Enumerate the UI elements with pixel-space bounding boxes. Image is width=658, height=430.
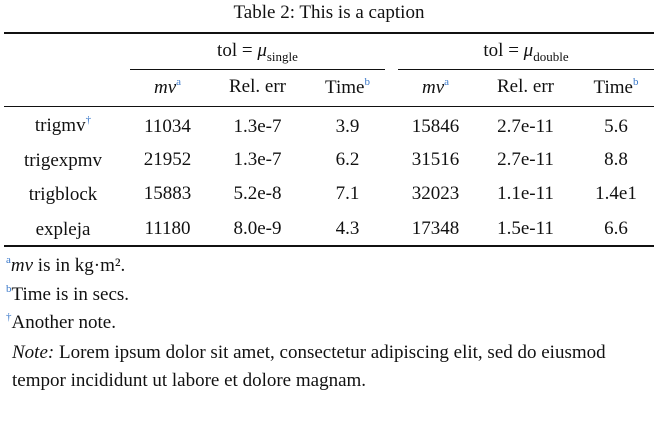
- group-rule-single: [130, 69, 385, 70]
- col-header-time-single: Timeb: [310, 76, 385, 99]
- col-header-relerr-single: Rel. err: [229, 76, 286, 97]
- cell-mv-single: 15883: [143, 183, 192, 204]
- cell-mv-single: 11034: [144, 116, 191, 137]
- cell-relerr-single: 5.2e-8: [233, 183, 282, 204]
- cell-time-single: 6.2: [335, 149, 360, 170]
- group-header-single: tol = μsingle: [130, 40, 385, 65]
- group-header-double: tol = μdouble: [398, 40, 654, 65]
- cell-mv-single: 21952: [143, 149, 192, 170]
- mu-symbol: μ: [523, 40, 534, 61]
- col-header-mv-single: mva: [130, 76, 205, 99]
- col-header-label: mv: [421, 77, 445, 98]
- group-rule-double: [398, 69, 654, 70]
- group-prefix: tol =: [483, 40, 524, 61]
- cell-time-single: 4.3: [335, 218, 360, 239]
- footnote-marker: b: [632, 76, 639, 88]
- col-header-label: Time: [325, 77, 365, 98]
- cell-relerr-double: 1.1e-11: [497, 183, 554, 204]
- row-name: trigmv: [34, 115, 86, 136]
- footnote-marker: b: [364, 76, 370, 88]
- footnote-text: is in kg·m².: [33, 255, 126, 276]
- cell-relerr-double: 2.7e-11: [497, 149, 554, 170]
- note-text: Lorem ipsum dolor sit amet, consectetur …: [12, 342, 606, 391]
- row-label: trigexpmv: [4, 149, 122, 172]
- cell-time-double: 6.6: [604, 218, 628, 239]
- cell-mv-double: 31516: [411, 149, 460, 170]
- col-header-time-double: Timeb: [578, 76, 654, 99]
- top-rule: [4, 32, 654, 34]
- cell-time-double: 8.8: [604, 149, 628, 170]
- group-subscript: double: [533, 49, 569, 64]
- cell-relerr-single: 1.3e-7: [233, 116, 282, 137]
- row-label: expleja: [4, 218, 122, 241]
- cell-mv-double: 17348: [411, 218, 460, 239]
- cell-time-double: 5.6: [604, 116, 628, 137]
- col-header-relerr-double: Rel. err: [497, 76, 554, 97]
- footnote-marker: a: [176, 76, 182, 88]
- cell-mv-double: 15846: [411, 116, 460, 137]
- cell-mv-double: 32023: [411, 183, 460, 204]
- cell-mv-single: 11180: [144, 218, 191, 239]
- mu-symbol: μ: [257, 40, 267, 61]
- footnote-text: Time is in secs.: [11, 284, 130, 305]
- cell-relerr-single: 8.0e-9: [233, 218, 282, 239]
- footnote-b: bTime is in secs.: [6, 283, 129, 306]
- group-prefix: tol =: [217, 40, 258, 61]
- col-header-label: Time: [593, 77, 633, 98]
- cell-time-single: 3.9: [335, 116, 360, 137]
- cell-time-single: 7.1: [335, 183, 360, 204]
- cell-relerr-double: 2.7e-11: [497, 116, 554, 137]
- col-header-label: mv: [153, 77, 177, 98]
- row-name: trigblock: [28, 184, 98, 205]
- row-name: trigexpmv: [23, 150, 103, 171]
- cell-relerr-double: 1.5e-11: [497, 218, 554, 239]
- footnote-dagger: †Another note.: [6, 311, 116, 334]
- header-rule: [4, 106, 654, 107]
- footnote-text: Another note.: [11, 312, 116, 333]
- row-label: trigmv†: [4, 114, 122, 137]
- col-header-mv-double: mva: [398, 76, 473, 99]
- cell-relerr-single: 1.3e-7: [233, 149, 282, 170]
- group-subscript: single: [266, 49, 298, 64]
- bottom-rule: [4, 245, 654, 247]
- footnote-italic: mv: [10, 255, 34, 276]
- row-label: trigblock: [4, 183, 122, 206]
- row-name: expleja: [35, 219, 91, 240]
- footnote-marker: a: [6, 254, 11, 266]
- footnote-marker: †: [6, 311, 12, 323]
- table-caption: Table 2: This is a caption: [233, 2, 425, 23]
- footnote-marker: b: [6, 283, 12, 295]
- note-label: Note:: [12, 342, 55, 363]
- footnote-marker: †: [85, 114, 92, 126]
- footnote-a: amv is in kg·m².: [6, 254, 125, 277]
- footnote-marker: a: [444, 76, 450, 88]
- table-note-paragraph: Note: Lorem ipsum dolor sit amet, consec…: [12, 339, 652, 395]
- cell-time-double: 1.4e1: [595, 183, 637, 204]
